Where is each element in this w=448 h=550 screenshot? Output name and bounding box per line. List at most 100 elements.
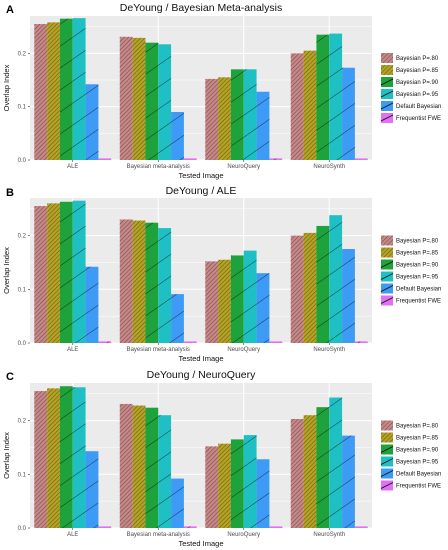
bar-hatch (230, 255, 244, 343)
legend-label: Bayesian P=.90 (396, 263, 439, 269)
bar-hatch (145, 407, 159, 528)
bar-hatch (256, 273, 270, 343)
bar-hatch (158, 415, 172, 528)
bar-hatch (59, 18, 73, 160)
legend-swatch-line (380, 261, 394, 268)
y-tick-label: 0.2 (18, 51, 27, 57)
legend-swatch-hatch (381, 53, 393, 63)
bar-hatch (72, 200, 86, 343)
bar-hatch (303, 415, 317, 528)
legend-label: Bayesian P=.85 (396, 68, 439, 74)
bar-hatch (256, 459, 270, 528)
bar-hatch (218, 443, 231, 528)
y-tick-label: 0.2 (18, 234, 27, 240)
chart-panel-B: B DeYoung / ALE 0.0 0.1 0.2 ALE Bayesian meta-… (2, 185, 441, 363)
legend-swatch-line (380, 273, 394, 280)
x-axis-label: Tested Image (178, 354, 223, 363)
bar-hatch (316, 34, 330, 160)
bar-hatch (47, 22, 60, 161)
bar-hatch (303, 232, 317, 343)
bar-hatch (243, 435, 257, 528)
legend-label: Bayesian P=.90 (396, 80, 439, 86)
bar-hatch (34, 24, 48, 160)
legend-label: Bayesian P=.85 (396, 436, 439, 442)
bar-hatch (316, 225, 330, 343)
bar-hatch (183, 158, 197, 160)
bar-hatch (243, 69, 257, 160)
bar-hatch (230, 69, 244, 160)
bar-hatch (183, 341, 197, 343)
x-tick-label: NeuroSynth (313, 164, 345, 170)
legend-swatch-line (380, 114, 394, 122)
bar-hatch (269, 526, 283, 528)
chart-title: DeYoung / NeuroQuery (147, 369, 257, 381)
bar-hatch (354, 341, 368, 343)
chart-title: DeYoung / ALE (166, 185, 237, 197)
bar-hatch (205, 446, 219, 528)
bar-hatch (59, 201, 73, 343)
bar-hatch (171, 112, 184, 160)
bar-hatch (230, 439, 244, 528)
x-tick-label: ALE (67, 532, 78, 538)
x-tick-label: Bayesian meta-analysis (127, 164, 190, 170)
bar-hatch (290, 418, 304, 528)
panel-label: B (6, 187, 14, 199)
y-tick-label: 0.0 (18, 341, 27, 347)
bar-hatch (132, 220, 146, 343)
legend-label: Frequentist FWE (396, 299, 441, 305)
legend-swatch-hatch (381, 420, 393, 431)
panel-label: A (6, 4, 14, 16)
bar-hatch (34, 206, 48, 343)
x-tick-label: Bayesian meta-analysis (127, 347, 190, 353)
bar-hatch (329, 215, 343, 343)
legend-label: Default Bayesian (396, 287, 441, 293)
bar-hatch (354, 526, 368, 528)
y-axis-label: Overlap Index (2, 247, 11, 294)
x-tick-label: NeuroQuery (227, 532, 260, 538)
x-tick-label: ALE (67, 347, 78, 353)
x-axis-label: Tested Image (178, 171, 223, 180)
y-tick-label: 0.1 (18, 472, 27, 478)
bar-hatch (158, 228, 172, 343)
legend-label: Bayesian P=.80 (396, 56, 439, 62)
bar-hatch (269, 341, 283, 343)
bar-hatch (171, 294, 184, 343)
bar-hatch (119, 36, 133, 160)
bar-hatch (119, 403, 133, 528)
bar-hatch (171, 478, 184, 528)
bar-hatch (132, 37, 146, 160)
y-tick-label: 0.1 (18, 287, 27, 293)
legend-swatch-hatch (381, 432, 393, 443)
legend-swatch-line (380, 90, 394, 98)
legend-label: Default Bayesian (396, 472, 441, 478)
legend-swatch-line (380, 297, 394, 304)
legend-label: Bayesian P=.95 (396, 460, 439, 466)
bar-hatch (205, 261, 219, 343)
legend-label: Bayesian P=.90 (396, 448, 439, 454)
chart-panel-A: A DeYoung / Bayesian Meta-analysis 0.0 0.1 0… (2, 2, 441, 180)
bar-hatch (34, 391, 48, 528)
chart-title: DeYoung / Bayesian Meta-analysis (120, 2, 282, 14)
legend-swatch-line (380, 102, 394, 110)
bar-hatch (256, 91, 270, 160)
x-axis-label: Tested Image (178, 539, 223, 548)
y-axis-label: Overlap Index (2, 432, 11, 479)
legend-swatch-line (380, 446, 394, 453)
legend-label: Frequentist FWE (396, 484, 441, 490)
bar-hatch (316, 407, 330, 528)
legend-swatch-hatch (381, 247, 393, 258)
legend-label: Bayesian P=.95 (396, 275, 439, 281)
x-tick-label: NeuroSynth (313, 532, 345, 538)
bar-hatch (85, 84, 99, 160)
bar-hatch (342, 435, 355, 528)
bar-hatch (132, 405, 146, 528)
panel-label: C (6, 371, 14, 383)
bar-hatch (119, 219, 133, 343)
bar-hatch (290, 53, 304, 161)
legend: Bayesian P=.80 Bayesian P=.85 Bayesian P=.… (380, 53, 441, 123)
bar-hatch (342, 67, 355, 160)
legend-swatch-line (380, 482, 394, 489)
legend-swatch-line (380, 458, 394, 465)
legend-swatch-line (380, 78, 394, 86)
